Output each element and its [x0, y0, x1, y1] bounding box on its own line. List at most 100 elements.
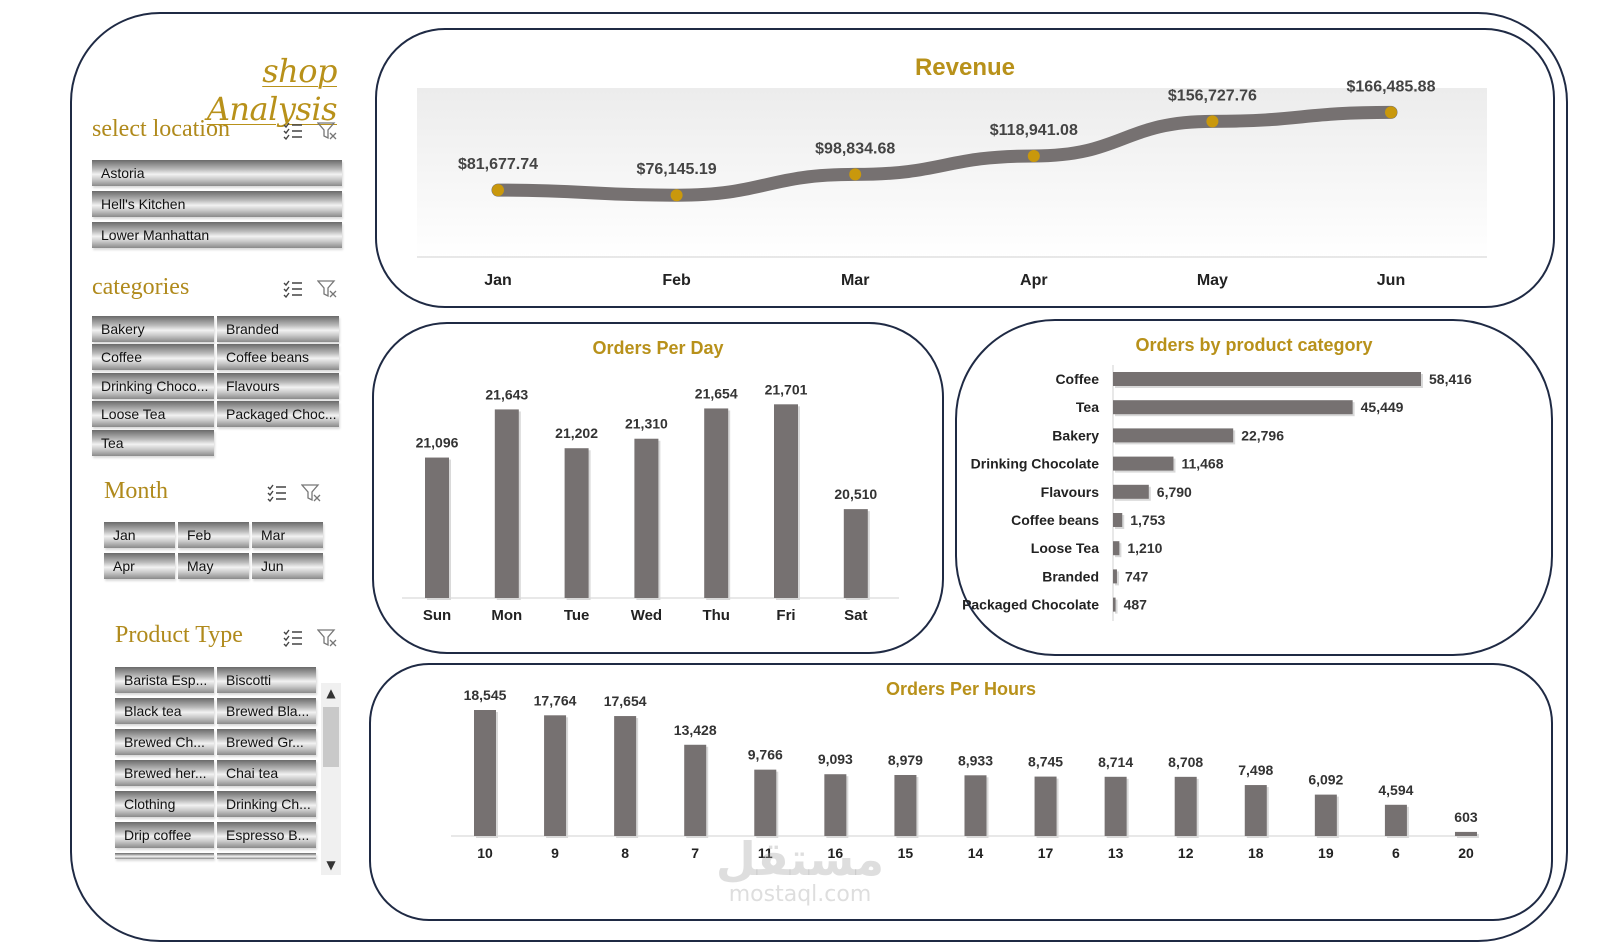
product-type-item-button[interactable]: Black tea	[115, 698, 214, 724]
bar-data-label: 58,416	[1429, 371, 1472, 387]
product-type-item-button[interactable]: Drip coffee	[115, 822, 214, 848]
category-tea-button[interactable]: Tea	[92, 430, 214, 456]
product-type-slicer-tools	[283, 629, 337, 647]
orders-per-hour-bar	[1314, 794, 1337, 836]
clear-filter-icon[interactable]	[317, 122, 337, 140]
category-coffee-button[interactable]: Coffee	[92, 344, 214, 370]
category-bar	[1113, 513, 1123, 527]
bar-data-label: 1,210	[1127, 540, 1162, 556]
revenue-point	[492, 184, 504, 197]
month-slicer-tools	[267, 484, 321, 502]
bar-data-label: 8,979	[888, 752, 923, 768]
multi-select-icon[interactable]	[283, 280, 303, 298]
location-astoria-button[interactable]: Astoria	[92, 160, 342, 186]
product-type-item-button[interactable]: Brewed Bla...	[217, 698, 316, 724]
multi-select-icon[interactable]	[283, 122, 303, 140]
category-packaged-chocolate-button[interactable]: Packaged Choc...	[217, 401, 339, 427]
bar-data-label: 8,714	[1098, 754, 1133, 770]
month-feb-button[interactable]: Feb	[178, 522, 249, 548]
categories-slicer-title: categories	[92, 274, 190, 300]
location-slicer-tools	[283, 122, 337, 140]
orders-per-day-panel: Orders Per Day 21,096 Sun 21,643 Mon 21,202 T…	[372, 322, 944, 654]
product-type-item-button[interactable]: Drinking Ch...	[217, 791, 316, 817]
month-apr-button[interactable]: Apr	[104, 553, 175, 579]
revenue-point	[1027, 149, 1040, 162]
bar-data-label: 45,449	[1361, 399, 1404, 415]
product-type-item-button[interactable]: Biscotti	[217, 667, 316, 693]
multi-select-icon[interactable]	[283, 629, 303, 647]
orders-per-day-bar	[774, 404, 798, 598]
x-tick-label: Wed	[631, 607, 662, 624]
bar-shadow	[1115, 571, 1119, 586]
x-tick-label: 20	[1458, 845, 1474, 861]
revenue-point	[1385, 106, 1397, 119]
orders-per-hour-bar	[1454, 831, 1477, 836]
month-mar-button[interactable]: Mar	[252, 522, 323, 548]
x-tick-label: 14	[968, 845, 984, 861]
month-jan-button[interactable]: Jan	[104, 522, 175, 548]
product-type-item-button-partial[interactable]	[217, 853, 316, 859]
y-tick-label: Tea	[1076, 399, 1099, 415]
product-type-scrollbar[interactable]: ▲ ▼	[321, 683, 341, 875]
clear-filter-icon[interactable]	[317, 280, 337, 298]
clear-filter-icon[interactable]	[301, 484, 321, 502]
product-type-item-button[interactable]: Brewed Gr...	[217, 729, 316, 755]
y-tick-label: Packaged Chocolate	[962, 597, 1099, 613]
category-bar	[1113, 372, 1421, 386]
y-tick-label: Branded	[1042, 568, 1099, 584]
product-type-item-button[interactable]: Brewed Ch...	[115, 729, 214, 755]
orders-per-hour-bar	[1104, 776, 1127, 836]
product-type-item-button[interactable]: Clothing	[115, 791, 214, 817]
location-lower-manhattan-button[interactable]: Lower Manhattan	[92, 222, 342, 248]
category-loose-tea-button[interactable]: Loose Tea	[92, 401, 214, 427]
category-drinking-chocolate-button[interactable]: Drinking Choco...	[92, 373, 214, 399]
product-type-slicer-title: Product Type	[115, 622, 243, 648]
revenue-point	[849, 168, 862, 181]
bar-data-label: 1,753	[1130, 512, 1165, 528]
category-bakery-button[interactable]: Bakery	[92, 316, 214, 342]
y-tick-label: Coffee beans	[1011, 512, 1099, 528]
revenue-title: Revenue	[914, 54, 1016, 81]
category-bar	[1113, 569, 1117, 584]
revenue-series-line	[491, 105, 1398, 202]
watermark-latin: mostaql.com	[728, 882, 872, 907]
scroll-down-icon[interactable]: ▼	[326, 858, 336, 872]
category-branded-button[interactable]: Branded	[217, 316, 339, 342]
x-tick-label: Feb	[662, 272, 691, 289]
category-coffee-beans-button[interactable]: Coffee beans	[217, 344, 339, 370]
location-hells-kitchen-button[interactable]: Hell's Kitchen	[92, 191, 342, 217]
clear-filter-icon[interactable]	[317, 629, 337, 647]
x-tick-label: Tue	[564, 607, 590, 624]
x-tick-label: 6	[1392, 845, 1400, 861]
x-tick-label: Mon	[491, 607, 522, 624]
x-tick-label: Jun	[1377, 272, 1405, 289]
category-flavours-button[interactable]: Flavours	[217, 373, 339, 399]
bar-data-label: 21,202	[555, 425, 598, 441]
location-slicer-title: select location	[92, 116, 230, 142]
product-type-item-button-partial[interactable]	[115, 853, 214, 859]
product-type-item-button[interactable]: Espresso B...	[217, 822, 316, 848]
orders-per-hour-bar	[894, 774, 917, 836]
product-type-item-button[interactable]: Barista Esp...	[115, 667, 214, 693]
category-bar	[1113, 456, 1174, 471]
y-tick-label: Bakery	[1052, 427, 1099, 443]
x-tick-label: Sat	[844, 607, 867, 624]
scroll-up-icon[interactable]: ▲	[326, 686, 336, 700]
month-may-button[interactable]: May	[178, 553, 249, 579]
product-type-item-button[interactable]: Chai tea	[217, 760, 316, 786]
bar-data-label: 13,428	[674, 722, 717, 738]
orders-per-hours-bar-chart: 18,545 10 17,764 9 17,654 8 13,428 7 9,766 11 9,09…	[451, 687, 1479, 861]
scrollbar-thumb[interactable]	[323, 707, 339, 767]
y-tick-label: Drinking Chocolate	[971, 456, 1100, 472]
x-tick-label: Apr	[1020, 272, 1048, 289]
product-type-item-button[interactable]: Brewed her...	[115, 760, 214, 786]
orders-per-hour-bar	[474, 710, 496, 836]
x-tick-label: 13	[1108, 845, 1124, 861]
multi-select-icon[interactable]	[267, 484, 287, 502]
bar-data-label: 9,093	[818, 751, 853, 767]
orders-per-day-title: Orders Per Day	[592, 338, 724, 358]
orders-per-hour-bar	[754, 769, 777, 836]
month-jun-button[interactable]: Jun	[252, 553, 323, 579]
brand-title: shop Analysis	[206, 52, 338, 128]
orders-per-hours-panel: Orders Per Hours 18,545 10 17,764 9 17,654 8 1…	[369, 663, 1553, 921]
